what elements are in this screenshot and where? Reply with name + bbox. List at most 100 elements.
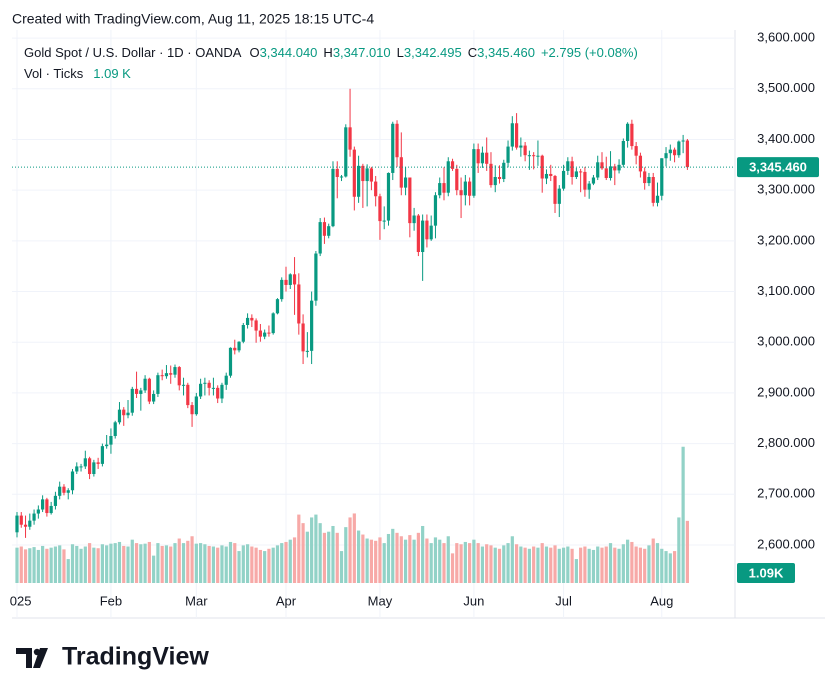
candle-body bbox=[510, 123, 514, 147]
candle-body bbox=[553, 175, 557, 204]
volume-bar bbox=[660, 548, 664, 583]
volume-bar bbox=[544, 546, 549, 583]
candle-body bbox=[314, 253, 318, 301]
volume-bar bbox=[506, 543, 510, 583]
volume-bar bbox=[408, 535, 412, 583]
candle-body bbox=[211, 387, 216, 389]
candle-body bbox=[395, 123, 399, 158]
candle-body bbox=[28, 520, 32, 527]
candle-body bbox=[233, 347, 237, 351]
volume-bar bbox=[45, 548, 49, 583]
volume-bar bbox=[322, 532, 327, 583]
volume-bar bbox=[523, 547, 527, 583]
volume-bar bbox=[194, 543, 198, 583]
candle-body bbox=[117, 409, 122, 423]
candle-body bbox=[66, 490, 70, 493]
volume-name: Vol · Ticks bbox=[24, 66, 84, 81]
volume-bar bbox=[493, 547, 497, 583]
volume-bar bbox=[416, 532, 420, 583]
volume-bar bbox=[685, 520, 689, 583]
candle-body bbox=[489, 163, 493, 186]
volume-bar bbox=[433, 537, 438, 583]
volume-bar bbox=[510, 536, 514, 583]
candle-body bbox=[472, 149, 476, 196]
volume-bar bbox=[254, 547, 258, 583]
volume-bar bbox=[318, 523, 322, 583]
volume-bar bbox=[468, 543, 472, 583]
volume-bar bbox=[275, 545, 280, 583]
candle-body bbox=[331, 168, 335, 227]
candle-body bbox=[386, 172, 391, 221]
x-tick-label: Jun bbox=[463, 593, 484, 608]
candle-body bbox=[322, 222, 327, 236]
candle-body bbox=[399, 157, 403, 188]
candle-body bbox=[245, 317, 250, 326]
candle-body bbox=[297, 284, 301, 324]
volume-bar bbox=[207, 545, 211, 583]
volume-bar bbox=[245, 544, 250, 583]
volume-bar bbox=[271, 547, 275, 583]
y-tick-label: 2,800.000 bbox=[757, 435, 815, 450]
candle-body bbox=[36, 509, 40, 514]
candle-body bbox=[459, 190, 463, 196]
volume-bar bbox=[130, 539, 134, 583]
candle-body bbox=[566, 161, 570, 171]
candle-body bbox=[634, 146, 638, 156]
volume-bar bbox=[173, 543, 177, 583]
candle-body bbox=[561, 170, 566, 189]
volume-bar bbox=[412, 539, 416, 583]
candle-body bbox=[361, 165, 365, 182]
volume-bar bbox=[536, 547, 540, 583]
volume-bar bbox=[514, 544, 519, 583]
candle-body bbox=[92, 462, 96, 475]
candle-body bbox=[356, 165, 361, 197]
candle-body bbox=[122, 409, 126, 416]
volume-bar bbox=[169, 546, 173, 583]
last-price-label: 3,345.460 bbox=[749, 160, 807, 175]
candle-body bbox=[664, 153, 668, 159]
candle-body bbox=[480, 152, 485, 164]
volume-bar bbox=[109, 543, 113, 583]
candle-body bbox=[655, 195, 660, 203]
volume-bar bbox=[391, 528, 395, 583]
y-tick-label: 3,600.000 bbox=[757, 30, 815, 45]
candle-body bbox=[455, 168, 459, 191]
volume-bar bbox=[365, 538, 369, 583]
volume-bar bbox=[241, 545, 245, 583]
candle-body bbox=[58, 486, 62, 496]
volume-bar bbox=[600, 547, 604, 583]
volume-bar bbox=[288, 539, 292, 583]
candle-body bbox=[421, 220, 425, 253]
volume-bar bbox=[587, 548, 591, 583]
volume-bar bbox=[403, 539, 408, 583]
volume-bar bbox=[630, 541, 634, 583]
volume-bar bbox=[566, 546, 570, 583]
candle-body bbox=[126, 412, 130, 416]
volume-bar bbox=[591, 549, 596, 583]
volume-bar bbox=[301, 523, 305, 583]
volume-bar bbox=[297, 514, 301, 583]
volume-bar bbox=[369, 539, 374, 583]
candle-body bbox=[177, 367, 181, 386]
volume-bar bbox=[117, 541, 122, 583]
candle-body bbox=[194, 396, 198, 415]
candle-body bbox=[19, 515, 23, 525]
candle-body bbox=[497, 176, 502, 180]
candle-body bbox=[532, 155, 536, 157]
volume-bar bbox=[604, 546, 608, 583]
candle-body bbox=[79, 466, 83, 468]
volume-bar bbox=[574, 559, 578, 583]
candle-body bbox=[100, 446, 104, 464]
candle-body bbox=[446, 161, 450, 193]
volume-bar bbox=[527, 548, 531, 583]
chart-title: Created with TradingView.com, Aug 11, 20… bbox=[12, 11, 374, 27]
volume-bar bbox=[216, 547, 220, 583]
volume-bar bbox=[480, 546, 485, 583]
candles bbox=[15, 88, 689, 538]
volume-bar bbox=[459, 544, 463, 583]
volume-bar bbox=[92, 547, 96, 583]
volume-bar bbox=[446, 536, 450, 583]
candle-body bbox=[412, 215, 416, 224]
volume-bar bbox=[361, 534, 365, 583]
volume-bar bbox=[463, 541, 467, 583]
